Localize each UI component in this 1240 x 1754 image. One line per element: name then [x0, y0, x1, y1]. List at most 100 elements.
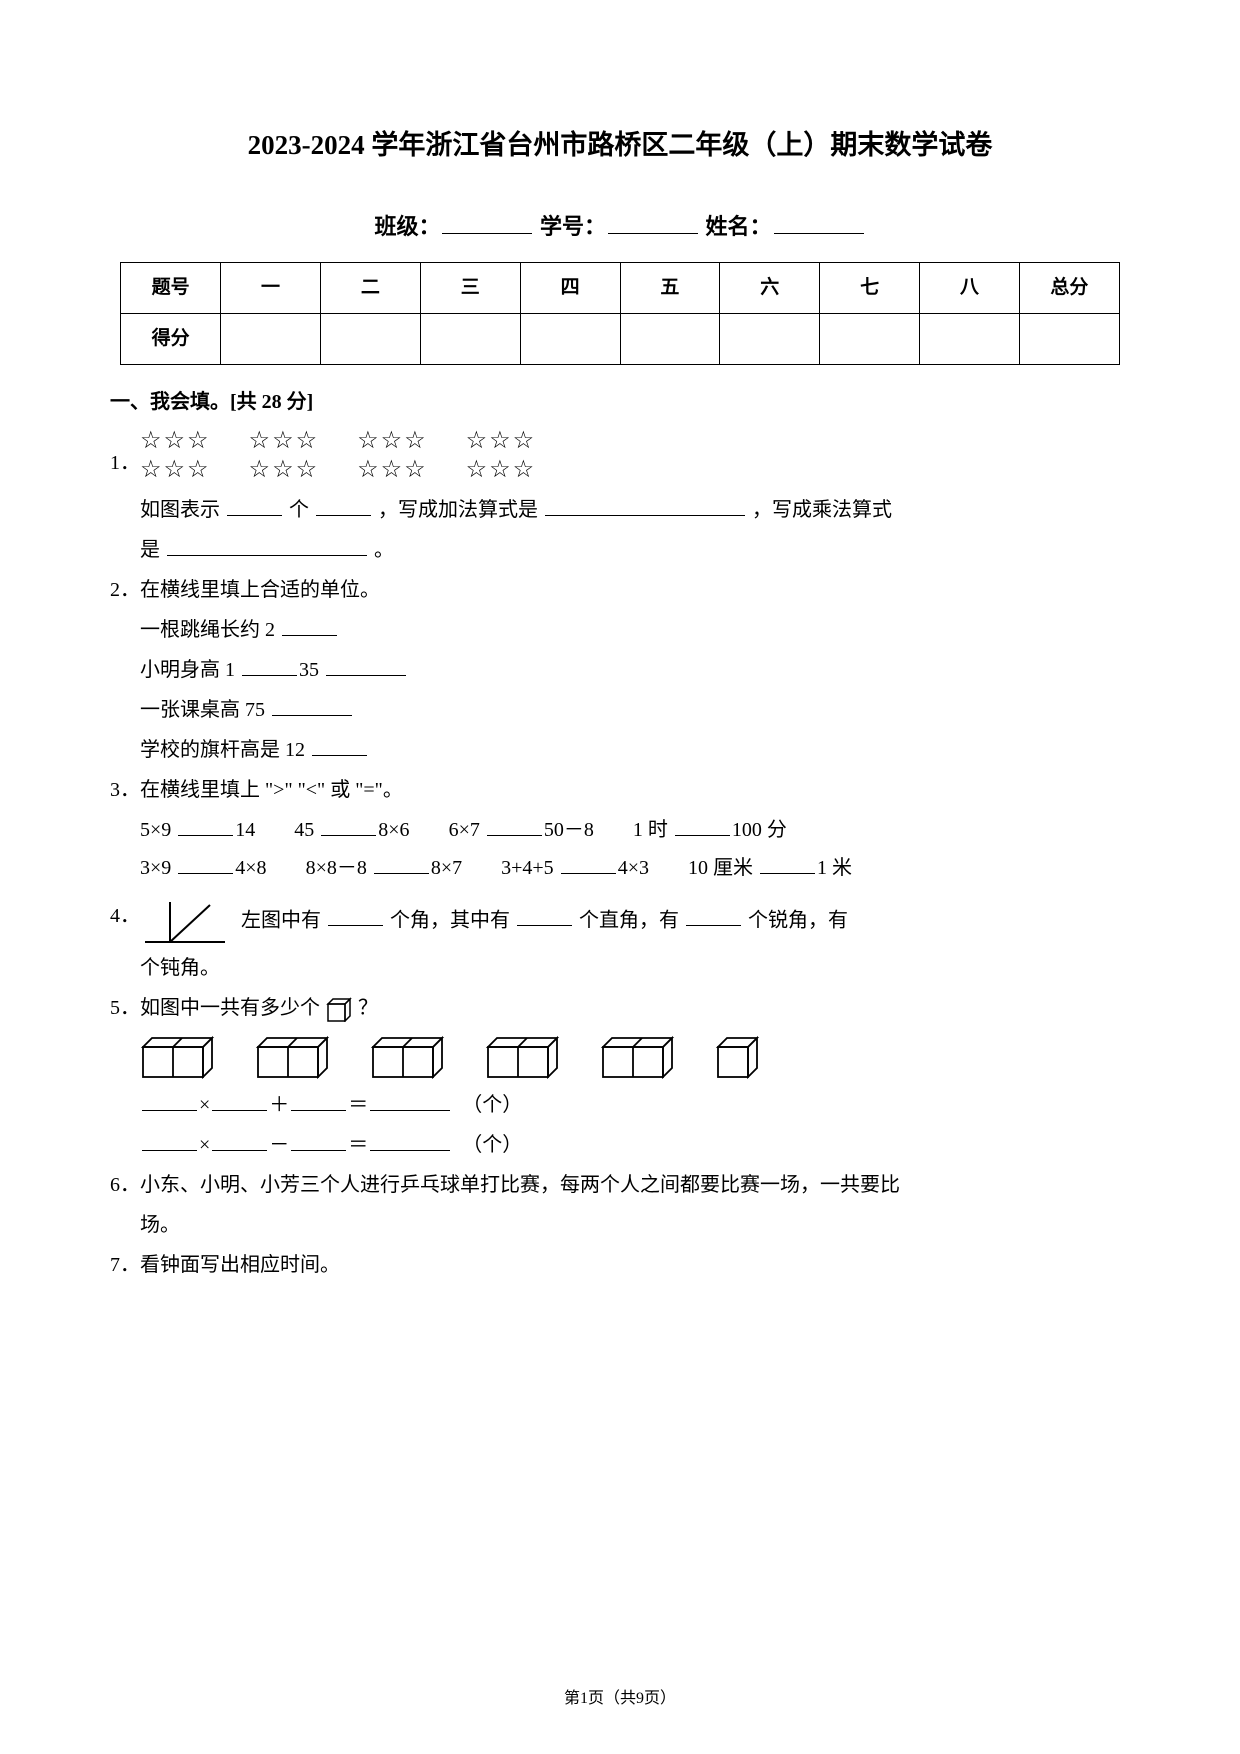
section-1-heading: 一、我会填。[共 28 分] [110, 383, 1130, 421]
t: － [269, 1134, 289, 1156]
th: 总分 [1019, 263, 1119, 314]
td [720, 314, 820, 365]
q2-l2: 小明身高 1 35 [140, 651, 1130, 689]
t: 学校的旗杆高是 12 [140, 739, 305, 761]
td [221, 314, 321, 365]
class-blank [442, 210, 532, 234]
td [620, 314, 720, 365]
t: 个 [289, 499, 309, 521]
star-group: ☆☆☆☆☆☆ [249, 427, 320, 485]
t: 35 [299, 659, 319, 681]
name-blank [774, 210, 864, 234]
th: 六 [720, 263, 820, 314]
score-table: 题号 一 二 三 四 五 六 七 八 总分 得分 [120, 262, 1120, 365]
th: 四 [520, 263, 620, 314]
q7: 7． 看钟面写出相应时间。 [110, 1246, 1130, 1284]
q5-eq1: ×＋＝ （个） [140, 1086, 1130, 1124]
t: 8×8－8 [306, 857, 367, 879]
q2-num: 2． [110, 571, 140, 609]
page-title: 2023-2024 学年浙江省台州市路桥区二年级（上）期末数学试卷 [110, 120, 1130, 171]
cell: 10 厘米 1 米 [688, 849, 852, 887]
table-row: 得分 [121, 314, 1120, 365]
cube-group [370, 1035, 445, 1080]
t: 3×9 [140, 857, 171, 879]
blank [142, 1089, 197, 1111]
q1-line1: 如图表示 个 ，写成加法算式是 ，写成乘法算式 [140, 491, 1130, 529]
t: 是 [140, 539, 160, 561]
t: 个锐角，有 [748, 909, 848, 931]
t: 如图中一共有多少个 [140, 997, 320, 1019]
t: 14 [235, 819, 255, 841]
td [820, 314, 920, 365]
q2-l1: 一根跳绳长约 2 [140, 611, 1130, 649]
cell: 6×7 50－8 [449, 811, 594, 849]
q3-num: 3． [110, 771, 140, 809]
blank [561, 852, 616, 874]
star-group: ☆☆☆☆☆☆ [140, 427, 211, 485]
angle-icon [140, 897, 230, 947]
blank [326, 654, 406, 676]
td [1019, 314, 1119, 365]
q6-num: 6． [110, 1166, 140, 1204]
t: 看钟面写出相应时间。 [140, 1254, 340, 1276]
id-label: 学号： [540, 214, 606, 239]
cube-group [485, 1035, 560, 1080]
blank [517, 904, 572, 926]
q6: 6． 小东、小明、小芳三个人进行乒乓球单打比赛，每两个人之间都要比赛一场，一共要… [110, 1166, 1130, 1204]
th: 五 [620, 263, 720, 314]
th: 二 [320, 263, 420, 314]
q3-heading: 在横线里填上 ">" "<" 或 "="。 [140, 779, 403, 801]
cell: 45 8×6 [294, 811, 409, 849]
blank [760, 852, 815, 874]
class-label: 班级： [374, 214, 440, 239]
blank [272, 694, 352, 716]
name-label: 姓名： [706, 214, 772, 239]
q1-line2: 是 。 [140, 531, 1130, 569]
q3: 3． 在横线里填上 ">" "<" 或 "="。 [110, 771, 1130, 809]
blank [487, 814, 542, 836]
t: （个） [472, 1094, 522, 1116]
t: 小东、小明、小芳三个人进行乒乓球单打比赛，每两个人之间都要比赛一场，一共要比 [140, 1174, 900, 1196]
th: 题号 [121, 263, 221, 314]
blank [212, 1129, 267, 1151]
t: 左图中有 [241, 909, 321, 931]
blank [178, 852, 233, 874]
blank [374, 852, 429, 874]
q3-row2: 3×9 4×8 8×8－8 8×7 3+4+5 4×3 10 厘米 1 米 [140, 849, 1130, 887]
t: 4×8 [235, 857, 266, 879]
t: 50－8 [544, 819, 594, 841]
blank [545, 494, 745, 516]
id-blank [608, 210, 698, 234]
blank [227, 494, 282, 516]
q5-num: 5． [110, 989, 140, 1027]
t: 8×6 [378, 819, 409, 841]
q2-l3: 一张课桌高 75 [140, 691, 1130, 729]
q1-stars: 1． ☆☆☆☆☆☆ ☆☆☆☆☆☆ ☆☆☆☆☆☆ ☆☆☆☆☆☆ [140, 427, 1130, 485]
star-group: ☆☆☆☆☆☆ [357, 427, 428, 485]
blank [282, 614, 337, 636]
q1-num: 1． [110, 451, 140, 475]
td: 得分 [121, 314, 221, 365]
t: 1 时 [633, 819, 668, 841]
t: × [199, 1134, 210, 1156]
blank [370, 1089, 450, 1111]
t: ＋ [269, 1094, 289, 1116]
cube-group [255, 1035, 330, 1080]
blank [316, 494, 371, 516]
q5-cubes [140, 1035, 1130, 1080]
q7-num: 7． [110, 1246, 140, 1284]
star-group: ☆☆☆☆☆☆ [466, 427, 537, 485]
q4: 4． 左图中有 个角，其中有 个直角，有 个锐角，有 [110, 897, 1130, 947]
q5: 5． 如图中一共有多少个 ？ [110, 989, 1130, 1027]
cell: 3+4+5 4×3 [501, 849, 649, 887]
q5-eq2: ×－＝ （个） [140, 1126, 1130, 1164]
cube-group [715, 1035, 760, 1080]
blank [370, 1129, 450, 1151]
blank [167, 534, 367, 556]
blank [675, 814, 730, 836]
t: （个） [472, 1134, 522, 1156]
blank [212, 1089, 267, 1111]
t: ，写成加法算式是 [378, 499, 538, 521]
blank [328, 904, 383, 926]
q2-heading: 在横线里填上合适的单位。 [140, 579, 380, 601]
